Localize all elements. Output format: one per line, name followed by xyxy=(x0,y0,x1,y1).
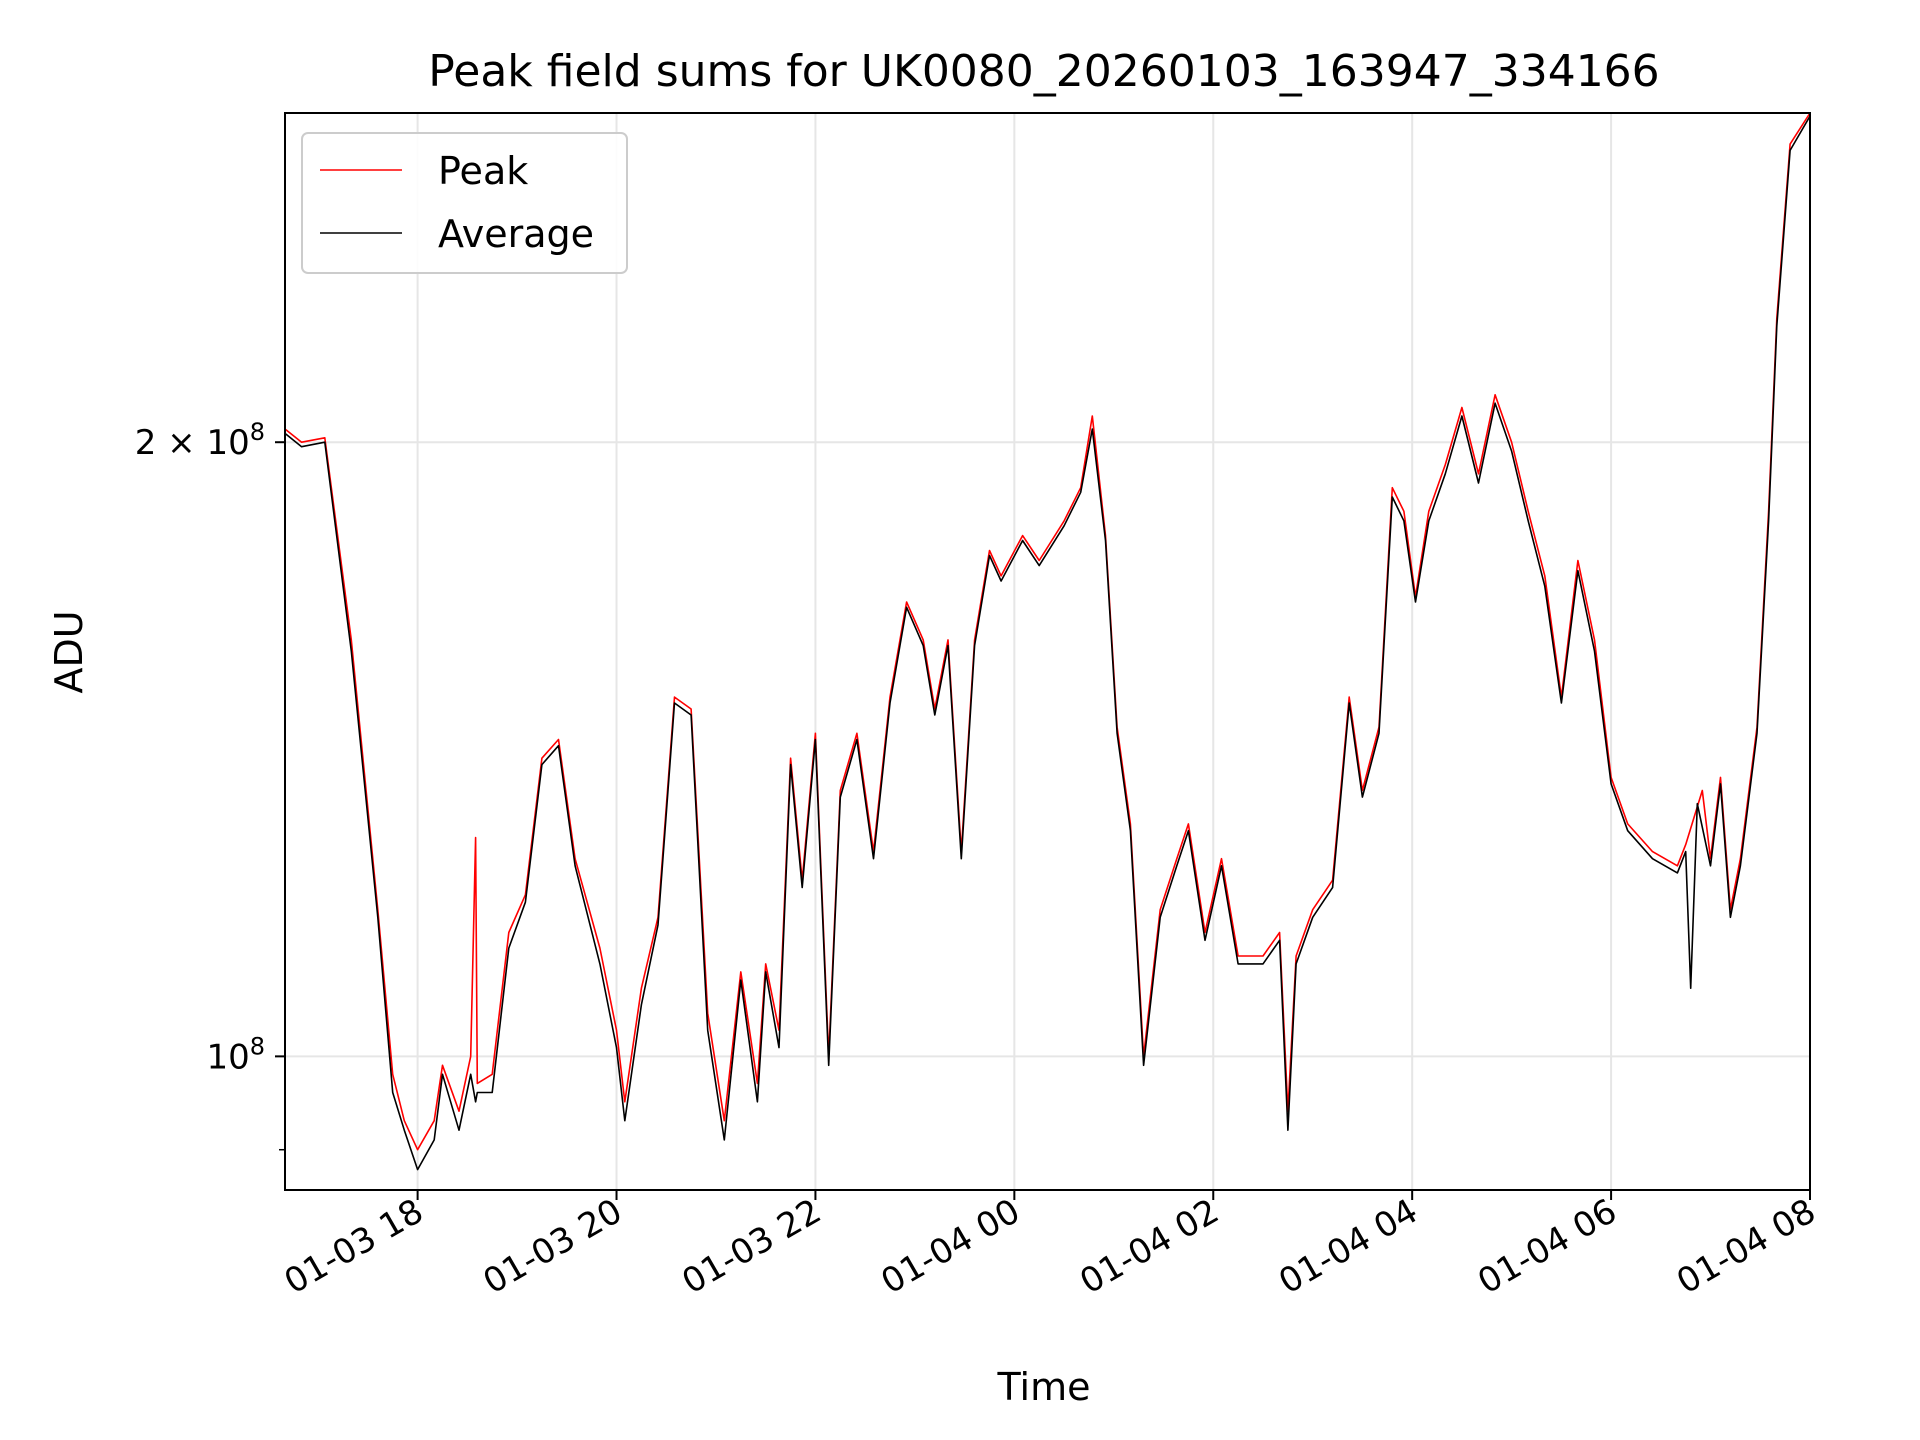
series-layer xyxy=(284,112,1811,1171)
y-axis: 2 × 108 108 xyxy=(135,418,285,1151)
chart-title: Peak field sums for UK0080_20260103_1639… xyxy=(428,46,1659,97)
legend-label-average: Average xyxy=(438,212,594,256)
plot-frame xyxy=(284,112,1811,1191)
y-axis-label: ADU xyxy=(47,610,91,693)
x-axis-label: Time xyxy=(997,1365,1091,1409)
series-line-average xyxy=(284,115,1811,1171)
y-tick-label: 2 × 108 xyxy=(135,418,265,463)
legend-label-peak: Peak xyxy=(438,149,528,193)
y-tick-label: 108 xyxy=(206,1032,265,1077)
legend: Peak Average xyxy=(301,132,628,274)
legend-box xyxy=(301,132,628,274)
